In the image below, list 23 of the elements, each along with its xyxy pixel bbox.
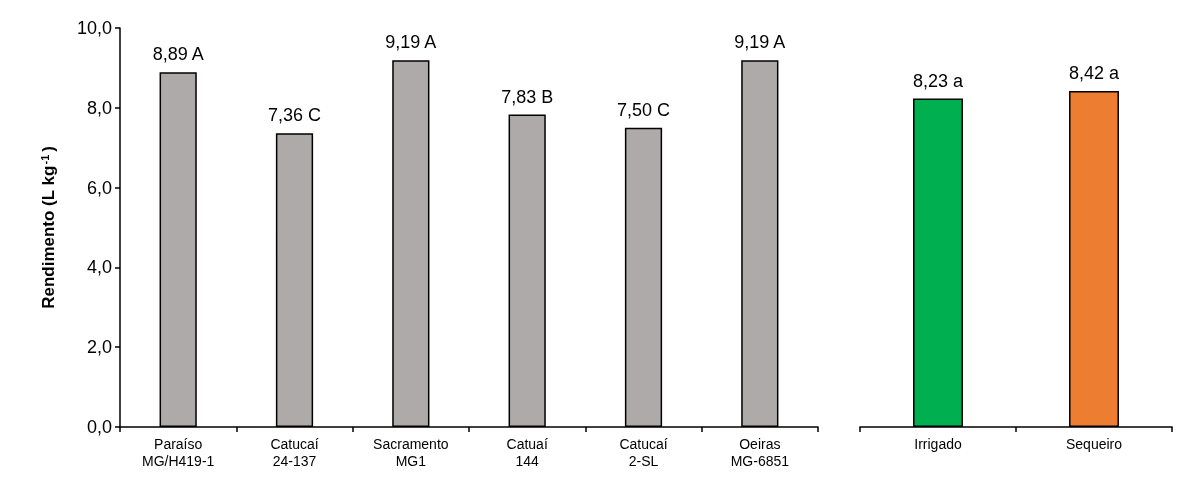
y-tick-label: 6,0 — [86, 177, 112, 198]
y-tick-label: 4,0 — [86, 257, 112, 278]
y-tick-label: 0,0 — [86, 417, 112, 437]
x-tick-label: Catucaí 2-SL — [619, 435, 668, 469]
x-tick-label: Sacramento MG1 — [373, 435, 449, 469]
data-label: 9,19 A — [734, 32, 786, 53]
y-tick-label: 2,0 — [86, 337, 112, 358]
y-tick-label: 10,0 — [76, 18, 112, 38]
y-axis-title: Rendimento (L kg-1) — [38, 146, 58, 309]
x-tick-label: Sequeiro — [1065, 435, 1123, 452]
x-tick-label: Irrigado — [914, 435, 962, 452]
data-label: 7,50 C — [616, 99, 671, 120]
data-label: 9,19 A — [385, 32, 437, 53]
data-label: 8,42 a — [1068, 63, 1121, 84]
data-label: 8,23 a — [912, 70, 965, 91]
x-tick-label: Paraíso MG/H419-1 — [141, 435, 215, 469]
data-label: 7,83 B — [501, 86, 554, 107]
y-tick-label: 8,0 — [86, 97, 112, 118]
data-label: 7,36 C — [267, 105, 322, 126]
data-label: 8,89 A — [152, 44, 204, 65]
x-tick-label: Catuaí 144 — [506, 435, 548, 469]
x-tick-label: Oeiras MG-6851 — [730, 435, 790, 469]
x-tick-label: Catucaí 24-137 — [270, 435, 319, 469]
